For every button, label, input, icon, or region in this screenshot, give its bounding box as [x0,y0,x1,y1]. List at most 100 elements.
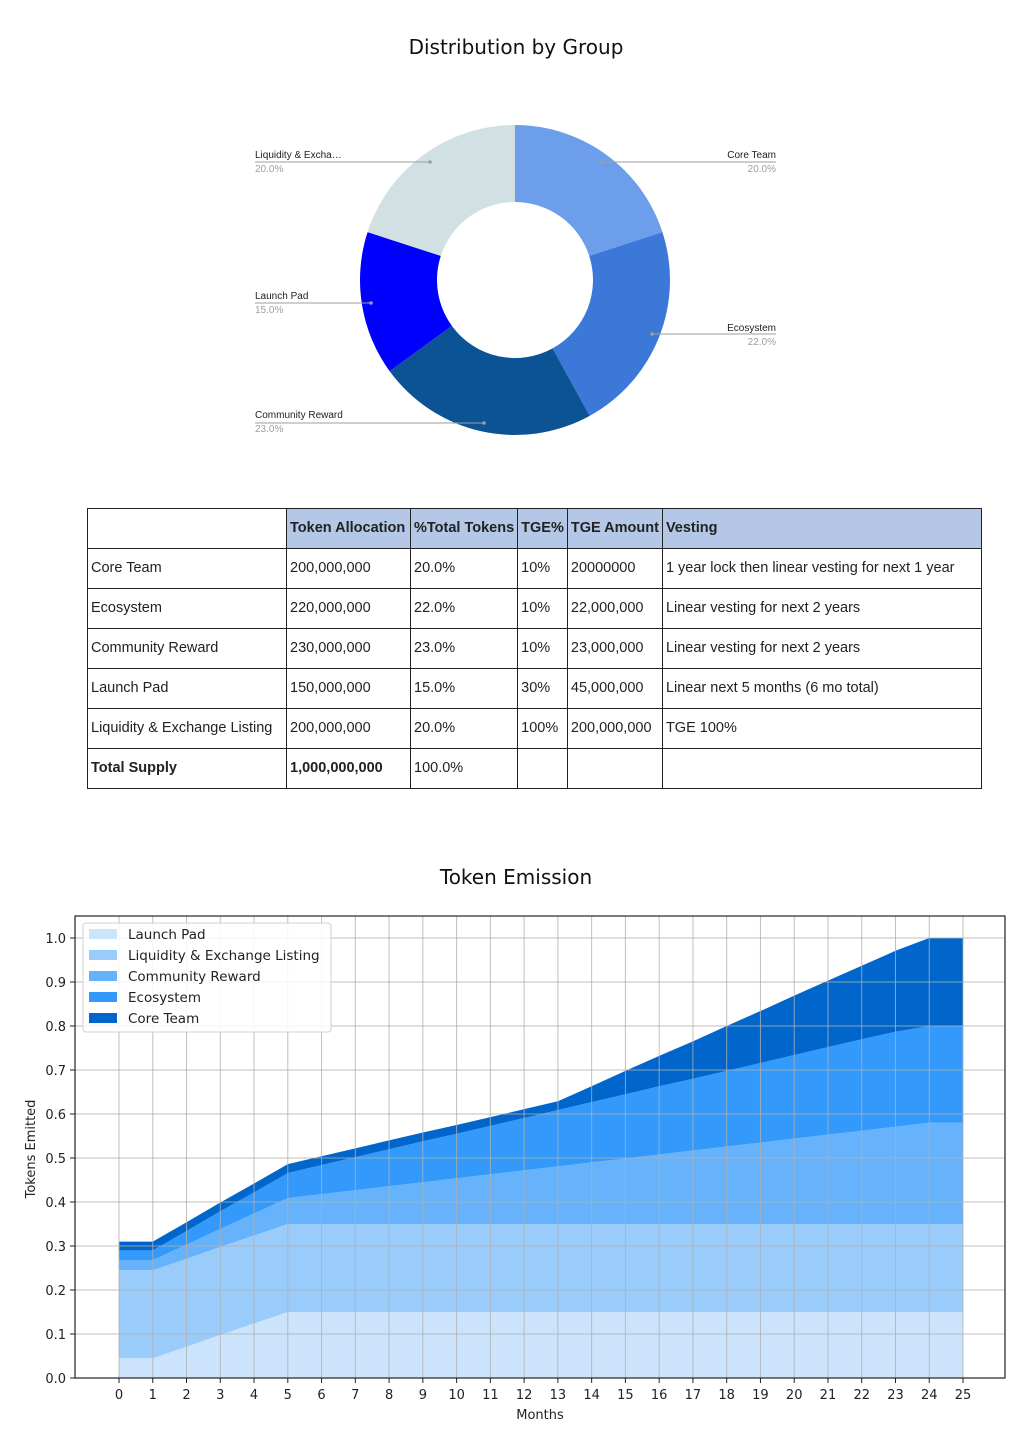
svg-text:Launch Pad: Launch Pad [255,291,308,302]
x-tick-label: 16 [651,1388,668,1403]
donut-slice-core-team[interactable] [515,125,663,256]
column-header: TGE Amount [566,508,663,549]
table-cell: Community Reward [87,628,287,669]
area-launch-pad [119,1312,963,1378]
column-header: Token Allocation [286,508,411,549]
svg-text:22.0%: 22.0% [748,337,776,348]
x-tick-label: 24 [921,1388,938,1403]
table-cell: 200,000,000 [286,708,411,749]
table-cell: 200,000,000 [566,708,663,749]
donut-label: Liquidity & Excha… 20.0% [255,150,432,175]
table-row: Launch Pad 150,000,000 15.0% 30% 45,000,000 L… [87,668,982,709]
legend-item-label: Core Team [128,1011,199,1027]
token-emission-stacked-area-chart: 0 1 2 3 4 5 6 7 8 9 10 11 12 13 14 15 16 17 18 19 20 21 22 23 24… [24,915,1006,1423]
table-cell: TGE 100% [661,708,982,749]
legend-item-label: Community Reward [128,969,261,985]
y-tick-label: 0.2 [45,1284,66,1299]
table-cell: Launch Pad [87,668,287,709]
x-tick-label: 20 [786,1388,803,1403]
x-tick-label: 21 [820,1388,837,1403]
table-cell: 20000000 [566,548,663,589]
donut-slice-ecosystem[interactable] [552,232,670,416]
svg-text:20.0%: 20.0% [748,164,776,175]
table-cell: 1,000,000,000 [286,748,411,789]
y-tick-label: 1.0 [45,932,66,947]
svg-text:23.0%: 23.0% [255,424,283,435]
column-header: TGE% [517,508,568,549]
table-cell: Ecosystem [87,588,287,629]
distribution-donut-chart: Core Team 20.0% Ecosystem 22.0% Community Re… [255,125,776,435]
svg-text:Community Reward: Community Reward [255,410,343,421]
legend-swatch [89,1013,117,1023]
table-cell [661,748,982,789]
area-core-team [119,938,963,1251]
table-cell: 22.0% [409,588,519,629]
y-tick-label: 0.9 [45,976,66,991]
column-header [87,508,287,549]
table-cell [566,748,663,789]
x-tick-label: 15 [617,1388,634,1403]
table-cell: Linear vesting for next 2 years [661,588,982,629]
x-tick-label: 9 [419,1388,427,1403]
donut-slice-launch-pad[interactable] [359,232,452,372]
table-cell: 10% [517,628,568,669]
donut-label: Ecosystem 22.0% [650,323,776,348]
svg-text:Ecosystem: Ecosystem [727,323,776,334]
y-tick-label: 0.1 [45,1328,66,1343]
emission-chart-title: Token Emission [439,865,593,889]
column-header: Vesting [661,508,982,549]
y-tick-label: 0.6 [45,1108,66,1123]
x-tick-label: 3 [216,1388,224,1403]
x-axis-label: Months [516,1408,564,1423]
y-tick-label: 0.3 [45,1240,66,1255]
table-cell [517,748,568,789]
x-tick-label: 0 [115,1388,123,1403]
donut-label: Core Team 20.0% [599,150,776,175]
table-row: Total Supply 1,000,000,000 100.0% [87,748,982,789]
table-cell: 20.0% [409,548,519,589]
x-tick-label: 7 [351,1388,359,1403]
legend-item-label: Ecosystem [128,990,201,1006]
table-cell: 22,000,000 [566,588,663,629]
svg-text:Liquidity & Excha…: Liquidity & Excha… [255,150,342,161]
x-tick-label: 1 [149,1388,157,1403]
svg-text:Core Team: Core Team [727,150,776,161]
x-tick-label: 13 [550,1388,567,1403]
legend-item-label: Launch Pad [128,927,206,943]
legend-swatch [89,950,117,960]
area-community-reward [119,1122,963,1271]
donut-label: Launch Pad 15.0% [255,291,373,316]
x-tick-label: 2 [182,1388,190,1403]
y-tick-label: 0.4 [45,1196,66,1211]
y-tick-label: 0.5 [45,1152,66,1167]
table-cell: 45,000,000 [566,668,663,709]
donut-slice-liquidity-exchange-listing[interactable] [367,125,515,256]
table-cell: Linear vesting for next 2 years [661,628,982,669]
x-tick-label: 6 [317,1388,325,1403]
table-row: Core Team 200,000,000 20.0% 10% 20000000 1 ye… [87,548,982,589]
table-cell: Linear next 5 months (6 mo total) [661,668,982,709]
x-tick-label: 22 [853,1388,870,1403]
x-tick-label: 4 [250,1388,258,1403]
table-cell: 220,000,000 [286,588,411,629]
x-tick-label: 10 [448,1388,465,1403]
donut-slice-community-reward[interactable] [389,325,590,435]
table-cell: 200,000,000 [286,548,411,589]
table-cell: 100.0% [409,748,519,789]
table-cell: 23,000,000 [566,628,663,669]
y-axis-label: Tokens Emitted [24,1100,39,1200]
table-cell: Core Team [87,548,287,589]
table-cell: 23.0% [409,628,519,669]
x-tick-label: 11 [482,1388,499,1403]
table-cell: 20.0% [409,708,519,749]
pie-chart-title: Distribution by Group [408,35,624,59]
x-tick-label: 5 [284,1388,292,1403]
x-tick-label: 18 [718,1388,735,1403]
area-liquidity-exchange-listing [119,1224,963,1359]
x-tick-label: 25 [955,1388,972,1403]
svg-text:15.0%: 15.0% [255,305,283,316]
svg-text:20.0%: 20.0% [255,164,283,175]
y-tick-label: 0.7 [45,1064,66,1079]
legend-item-label: Liquidity & Exchange Listing [128,948,320,964]
donut-label: Community Reward 23.0% [255,410,486,435]
